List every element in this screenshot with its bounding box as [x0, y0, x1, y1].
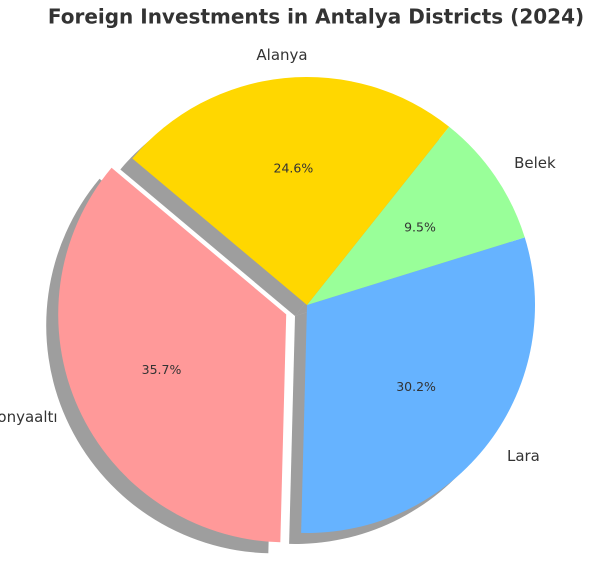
value-label: 9.5%	[404, 219, 436, 234]
label-layer: Konyaaltı 35.7% Lara 30.2% Belek 9.5% Alanya 24…	[0, 46, 556, 465]
slice-label: Belek	[514, 154, 556, 172]
slice	[301, 237, 535, 534]
value-label: 30.2%	[396, 379, 436, 394]
value-label: 35.7%	[142, 362, 182, 377]
slice-label: Alanya	[256, 46, 307, 64]
slice	[132, 77, 450, 305]
slice-layer	[58, 77, 535, 543]
slice-label: Lara	[507, 447, 540, 465]
chart-title: Foreign Investments in Antalya Districts…	[48, 5, 584, 29]
slice	[307, 126, 525, 305]
slice	[58, 167, 287, 543]
slice-label: Konyaaltı	[0, 408, 58, 426]
value-label: 24.6%	[274, 160, 314, 175]
